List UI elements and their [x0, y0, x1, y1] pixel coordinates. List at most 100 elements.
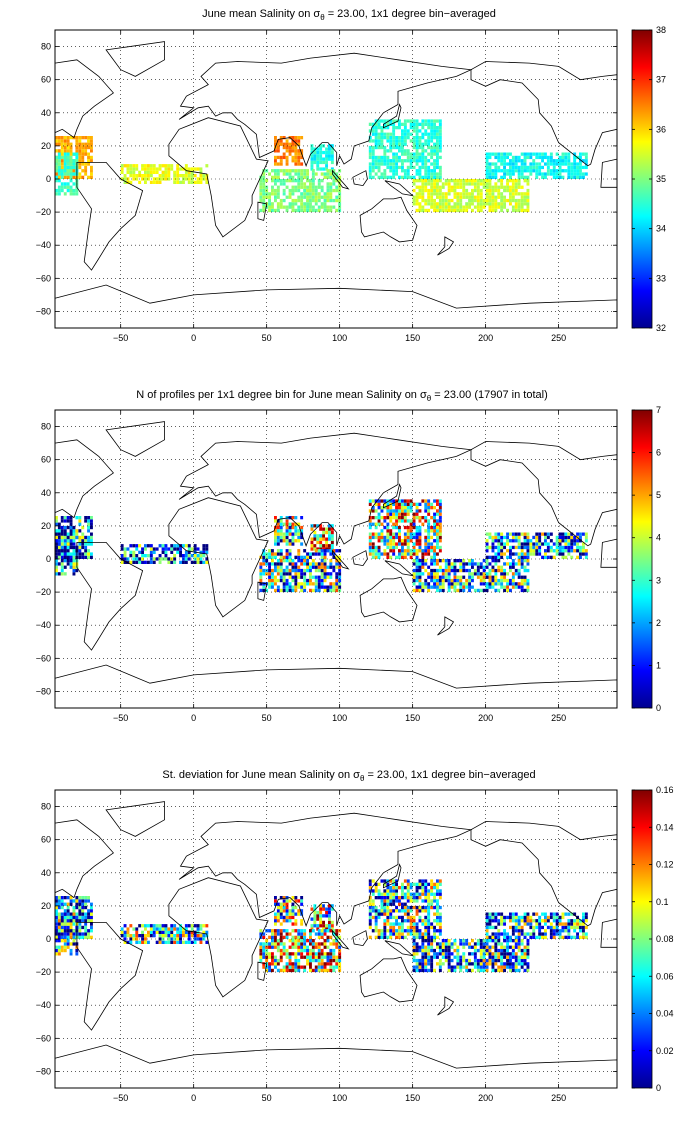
- data-cell: [332, 188, 336, 193]
- data-cell: [371, 516, 375, 520]
- data-cell: [482, 939, 486, 943]
- data-cell: [335, 188, 339, 193]
- data-cell: [430, 185, 434, 189]
- data-cell: [274, 162, 277, 166]
- data-cell: [320, 205, 324, 209]
- data-cell: [520, 552, 524, 556]
- data-cell: [509, 179, 512, 183]
- data-cell: [567, 165, 571, 170]
- data-cell: [313, 530, 317, 535]
- data-cell: [300, 965, 304, 969]
- data-cell: [514, 915, 518, 920]
- data-cell: [436, 568, 439, 573]
- data-cell: [265, 958, 269, 963]
- data-cell: [494, 962, 498, 966]
- data-cell: [441, 955, 445, 959]
- data-cell: [300, 169, 304, 173]
- data-cell: [503, 919, 506, 923]
- data-cell: [173, 180, 177, 184]
- data-cell: [338, 585, 342, 589]
- data-cell: [274, 155, 277, 160]
- data-cell: [403, 879, 407, 883]
- data-cell: [75, 948, 79, 953]
- data-cell: [202, 547, 206, 551]
- data-cell: [386, 509, 390, 513]
- data-cell: [412, 588, 416, 593]
- data-cell: [55, 179, 58, 183]
- data-cell: [538, 919, 542, 923]
- data-cell: [436, 188, 439, 193]
- data-cell: [584, 532, 588, 536]
- data-cell: [55, 902, 58, 906]
- data-cell: [412, 915, 416, 920]
- data-cell: [386, 506, 390, 510]
- data-cell: [274, 195, 277, 199]
- data-cell: [81, 169, 85, 173]
- data-cell: [503, 562, 506, 566]
- data-cell: [313, 544, 317, 548]
- data-cell: [63, 945, 67, 949]
- data-cell: [456, 582, 460, 586]
- data-cell: [535, 172, 539, 176]
- data-cell: [325, 910, 328, 915]
- data-cell: [511, 552, 515, 556]
- data-cell: [567, 162, 571, 166]
- data-cell: [374, 126, 378, 130]
- data-cell: [546, 159, 550, 163]
- data-cell: [317, 565, 321, 569]
- data-cell: [438, 582, 442, 586]
- data-cell: [300, 208, 304, 213]
- data-cell: [123, 550, 127, 554]
- data-cell: [421, 939, 425, 943]
- data-cell: [294, 159, 298, 163]
- data-cell: [66, 945, 70, 949]
- data-cell: [529, 542, 533, 546]
- coastline: [178, 52, 473, 167]
- data-cell: [532, 542, 536, 546]
- data-cell: [430, 139, 434, 143]
- data-cell: [90, 136, 93, 140]
- data-cell: [538, 535, 542, 540]
- data-cell: [488, 188, 492, 193]
- data-cell: [377, 909, 381, 913]
- data-cell: [468, 205, 471, 209]
- data-cell: [468, 575, 471, 579]
- data-cell: [374, 139, 378, 143]
- data-cell: [259, 945, 263, 949]
- data-cell: [523, 962, 527, 966]
- data-cell: [383, 502, 387, 506]
- data-cell: [444, 179, 448, 183]
- data-cell: [123, 164, 127, 168]
- data-cell: [288, 919, 292, 923]
- data-cell: [511, 915, 515, 920]
- data-cell: [471, 962, 474, 966]
- data-cell: [546, 919, 550, 923]
- data-cell: [517, 542, 521, 546]
- data-cell: [412, 522, 416, 526]
- data-cell: [517, 182, 521, 186]
- data-cell: [368, 889, 372, 893]
- data-cell: [57, 142, 61, 146]
- data-cell: [271, 562, 274, 566]
- data-cell: [401, 139, 404, 143]
- data-cell: [497, 159, 501, 163]
- data-cell: [87, 909, 90, 913]
- data-cell: [371, 155, 375, 160]
- data-cell: [421, 958, 425, 963]
- data-cell: [60, 165, 64, 170]
- data-cell: [523, 159, 527, 163]
- data-cell: [60, 925, 64, 930]
- data-cell: [271, 549, 274, 553]
- data-cell: [424, 208, 428, 213]
- data-cell: [389, 542, 393, 546]
- data-cell: [392, 502, 396, 506]
- data-cell: [401, 892, 404, 896]
- data-cell: [392, 925, 396, 930]
- data-cell: [276, 945, 280, 949]
- data-cell: [335, 935, 339, 939]
- data-cell: [436, 175, 439, 179]
- data-cell: [126, 940, 130, 944]
- data-cell: [57, 185, 61, 189]
- data-cell: [523, 202, 527, 206]
- data-cell: [288, 145, 292, 150]
